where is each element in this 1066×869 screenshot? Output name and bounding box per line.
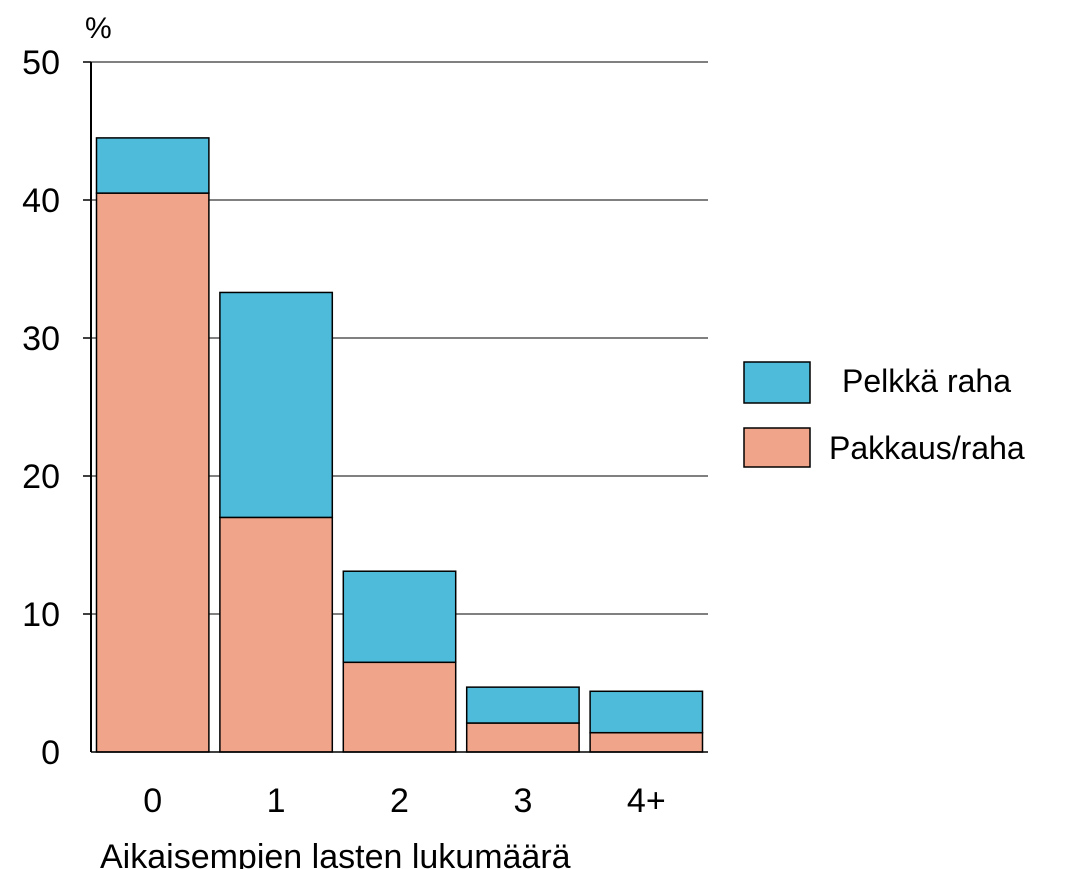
y-tick-label: 50 — [22, 44, 60, 82]
legend: Pelkkä raha Pakkaus/raha — [743, 361, 1025, 468]
legend-swatch-pelkka-raha — [743, 361, 811, 404]
y-tick-label: 10 — [22, 596, 60, 634]
bar-pelkka-raha-3 — [465, 686, 580, 724]
legend-label-pakkaus-raha: Pakkaus/raha — [829, 430, 1025, 466]
legend-swatch-pakkaus-raha — [743, 427, 811, 468]
bar-pakkaus-raha-2 — [342, 661, 457, 753]
x-tick-label: 3 — [513, 782, 532, 820]
x-tick-labels: 0 1 2 3 4+ — [143, 782, 665, 820]
bar-pakkaus-raha-1 — [219, 516, 334, 753]
bar-pakkaus-raha-4 — [589, 731, 704, 753]
bars — [95, 137, 704, 753]
x-tick-label: 4+ — [627, 782, 666, 820]
bar-pakkaus-raha-0 — [95, 192, 210, 753]
y-axis-label: % — [85, 12, 112, 45]
x-tick-label: 0 — [143, 782, 162, 820]
bar-pakkaus-raha-3 — [465, 722, 580, 753]
x-tick-label: 1 — [267, 782, 286, 820]
bar-pelkka-raha-4 — [589, 690, 704, 734]
y-tick-labels: 0 10 20 30 40 50 — [22, 44, 91, 772]
legend-label-pelkka-raha: Pelkkä raha — [842, 363, 1011, 399]
bar-pelkka-raha-1 — [219, 291, 334, 519]
bar-pelkka-raha-2 — [342, 570, 457, 664]
bar-pelkka-raha-0 — [95, 137, 210, 194]
y-tick-label: 30 — [22, 320, 60, 358]
y-tick-label: 40 — [22, 182, 60, 220]
y-tick-label: 0 — [41, 734, 60, 772]
x-axis-label: Aikaisempien lasten lukumäärä — [100, 838, 571, 869]
y-tick-label: 20 — [22, 458, 60, 496]
x-tick-label: 2 — [390, 782, 409, 820]
